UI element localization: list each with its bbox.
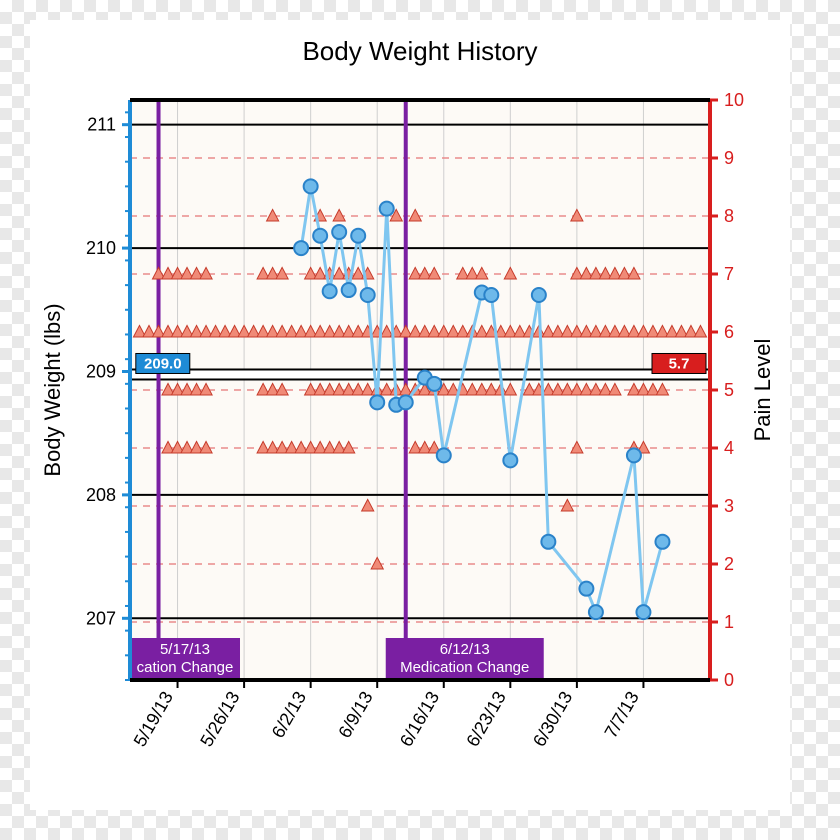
weight-marker <box>323 284 337 298</box>
weight-marker <box>627 448 641 462</box>
y-left-tick: 208 <box>86 485 116 505</box>
weight-marker <box>380 202 394 216</box>
weight-marker <box>361 288 375 302</box>
weight-marker <box>370 395 384 409</box>
weight-marker <box>313 229 327 243</box>
weight-marker <box>304 179 318 193</box>
svg-text:Medication Change: Medication Change <box>400 659 529 676</box>
svg-text:5.7: 5.7 <box>669 355 690 372</box>
weight-marker <box>294 241 308 255</box>
y-right-tick: 3 <box>724 496 734 516</box>
weight-marker <box>655 535 669 549</box>
y-right-tick: 7 <box>724 264 734 284</box>
weight-marker <box>437 448 451 462</box>
weight-marker <box>342 283 356 297</box>
y-left-tick: 211 <box>87 115 116 135</box>
weight-marker <box>332 225 346 239</box>
weight-marker <box>351 229 365 243</box>
weight-marker <box>541 535 555 549</box>
weight-marker <box>503 453 517 467</box>
weight-marker <box>636 605 650 619</box>
svg-text:209.0: 209.0 <box>144 355 182 372</box>
y-right-tick: 0 <box>724 670 734 690</box>
y-right-tick: 10 <box>724 90 744 110</box>
y-right-tick: 8 <box>724 206 734 226</box>
y-left-tick: 210 <box>86 238 116 258</box>
svg-text:6/12/13: 6/12/13 <box>440 641 490 658</box>
chart-title: Body Weight History <box>302 36 537 66</box>
svg-text:5/17/13: 5/17/13 <box>160 641 210 658</box>
body-weight-chart: Body Weight History 5/17/13cation Change 6… <box>10 10 830 830</box>
weight-marker <box>427 377 441 391</box>
svg-text:cation Change: cation Change <box>137 659 234 676</box>
y-right-tick: 6 <box>724 322 734 342</box>
y-left-tick: 209 <box>86 361 116 381</box>
y-right-tick: 4 <box>724 438 734 458</box>
weight-marker <box>579 582 593 596</box>
y-right-tick: 5 <box>724 380 734 400</box>
y-right-tick: 9 <box>724 148 734 168</box>
y-right-tick: 2 <box>724 554 734 574</box>
weight-marker <box>532 288 546 302</box>
weight-marker <box>484 288 498 302</box>
y-left-tick: 207 <box>86 608 116 628</box>
y-right-tick: 1 <box>724 612 734 632</box>
weight-marker <box>589 605 603 619</box>
y-right-label: Pain Level <box>750 339 775 442</box>
y-left-label: Body Weight (lbs) <box>40 303 65 476</box>
weight-marker <box>399 395 413 409</box>
